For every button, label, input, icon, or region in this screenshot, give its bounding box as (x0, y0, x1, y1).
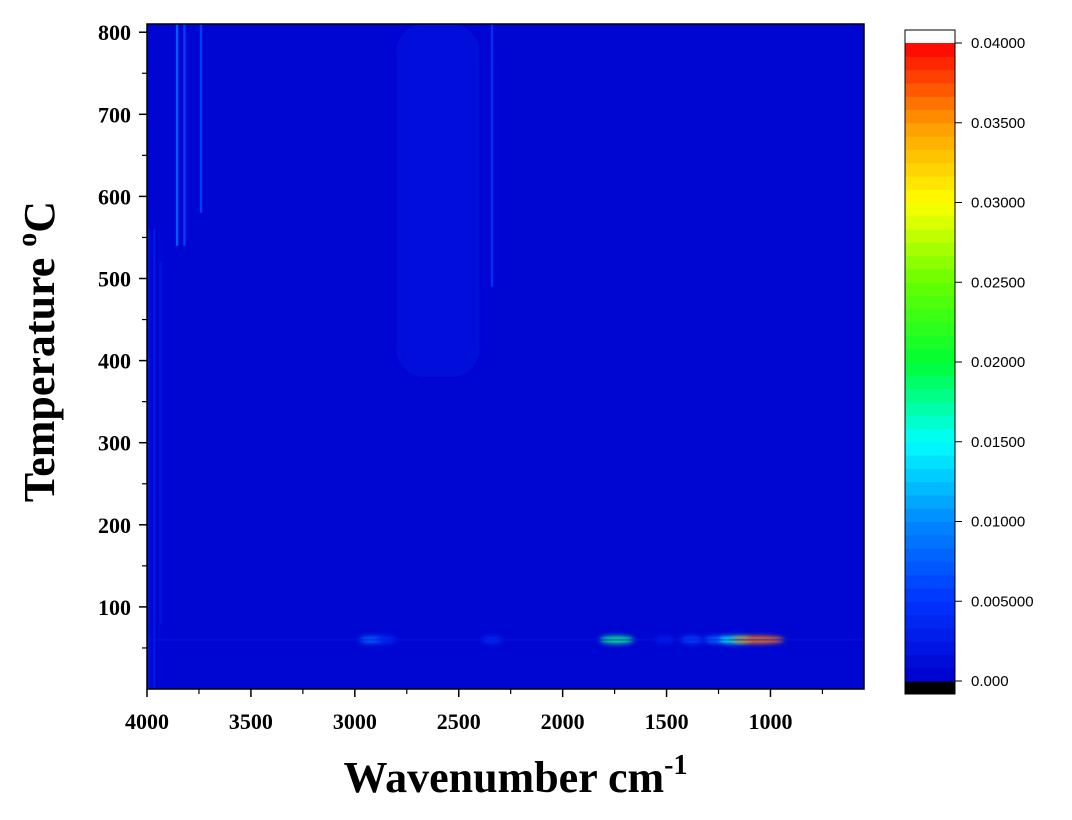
colorbar-tick-label: 0.02500 (971, 274, 1025, 291)
x-tick-label: 2500 (437, 709, 481, 734)
colorbar-tick-label: 0.01500 (971, 434, 1025, 451)
colorbar: 0.000 0.005000 0.01000 0.01500 0.02000 0.0250… (904, 29, 1034, 695)
colorbar-level (905, 667, 955, 682)
colorbar-level (905, 215, 955, 230)
colorbar-level (905, 255, 955, 270)
colorbar-level (905, 641, 955, 656)
colorbar-tick-label: 0.03500 (971, 115, 1025, 132)
colorbar-level (905, 56, 955, 71)
colorbar-level (905, 654, 955, 669)
colorbar-level (905, 548, 955, 562)
colorbar-level (905, 375, 955, 390)
colorbar-under-swatch (905, 681, 955, 694)
colorbar-level (905, 175, 955, 190)
colorbar-level (905, 348, 955, 363)
colorbar-level (905, 415, 955, 430)
heatmap-line (183, 24, 186, 246)
heatmap-line (159, 262, 162, 624)
y-axis-title: Temperature oC (12, 201, 64, 502)
colorbar-level (905, 82, 955, 97)
colorbar-level (905, 162, 955, 177)
colorbar-level (905, 229, 955, 243)
colorbar-tick-label: 0.04000 (971, 35, 1025, 52)
y-tick-label: 300 (98, 431, 131, 456)
colorbar-level (905, 468, 955, 483)
colorbar-tick-label: 0.02000 (971, 354, 1025, 371)
colorbar-level (905, 614, 955, 629)
colorbar-level (905, 295, 955, 310)
colorbar-tick-label: 0.03000 (971, 195, 1025, 212)
colorbar-level (905, 481, 955, 496)
colorbar-level (905, 455, 955, 469)
x-tick-label: 3000 (333, 709, 377, 734)
colorbar-level (905, 574, 955, 589)
colorbar-level (905, 96, 955, 111)
heatmap-line (147, 229, 151, 689)
colorbar-tick-label: 0.01000 (971, 514, 1025, 531)
colorbar-level (905, 627, 955, 642)
colorbar-level (905, 282, 955, 297)
colorbar-level (905, 561, 955, 576)
plot-frame (146, 23, 865, 690)
heatmap-line (490, 24, 494, 287)
heatmap-trace (147, 638, 864, 641)
y-tick-label: 800 (98, 20, 131, 45)
y-tick-label: 700 (98, 102, 131, 127)
colorbar-level (905, 534, 955, 549)
colorbar-level (905, 335, 955, 350)
x-tick-label: 1500 (645, 709, 689, 734)
colorbar-tick-label: 0.005000 (971, 593, 1034, 610)
colorbar-level (905, 122, 955, 137)
colorbar-level (905, 69, 955, 84)
colorbar-tick-label: 0.000 (971, 673, 1009, 690)
colorbar-level (905, 441, 955, 456)
colorbar-level (905, 268, 955, 283)
colorbar-level (905, 322, 955, 337)
y-axis: 100 200 300 400 500 600 700 800 (98, 20, 147, 649)
plot-area (146, 23, 865, 690)
colorbar-level (905, 189, 955, 204)
colorbar-level (905, 109, 955, 124)
heatmap-line (199, 24, 203, 213)
colorbar-level (905, 388, 955, 403)
y-tick-label: 600 (98, 184, 131, 209)
colorbar-over-swatch (905, 30, 955, 43)
x-tick-label: 2000 (541, 709, 585, 734)
colorbar-level (905, 202, 955, 217)
x-tick-label: 1000 (748, 709, 792, 734)
y-tick-label: 200 (98, 513, 131, 538)
colorbar-level (905, 242, 955, 257)
colorbar-level (905, 43, 955, 57)
heatmap-background (147, 24, 864, 689)
heatmap-line (175, 24, 179, 246)
heatmap-band (396, 24, 480, 378)
colorbar-level (905, 494, 955, 509)
colorbar-level (905, 308, 955, 323)
colorbar-level (905, 508, 955, 523)
y-tick-label: 100 (98, 595, 131, 620)
colorbar-level (905, 428, 955, 443)
colorbar-level (905, 521, 955, 536)
x-tick-label: 3500 (229, 709, 273, 734)
x-axis: 4000 3500 3000 2500 2000 1500 1000 (125, 689, 824, 734)
x-tick-label: 4000 (125, 709, 169, 734)
colorbar-level (905, 362, 955, 376)
colorbar-level (905, 401, 955, 416)
x-axis-title: Wavenumber cm-1 (344, 750, 688, 802)
colorbar-level (905, 149, 955, 164)
colorbar-level (905, 136, 955, 150)
colorbar-level (905, 601, 955, 616)
heatmap-line (153, 229, 156, 689)
y-tick-label: 400 (98, 349, 131, 374)
y-tick-label: 500 (98, 267, 131, 292)
colorbar-level (905, 587, 955, 602)
